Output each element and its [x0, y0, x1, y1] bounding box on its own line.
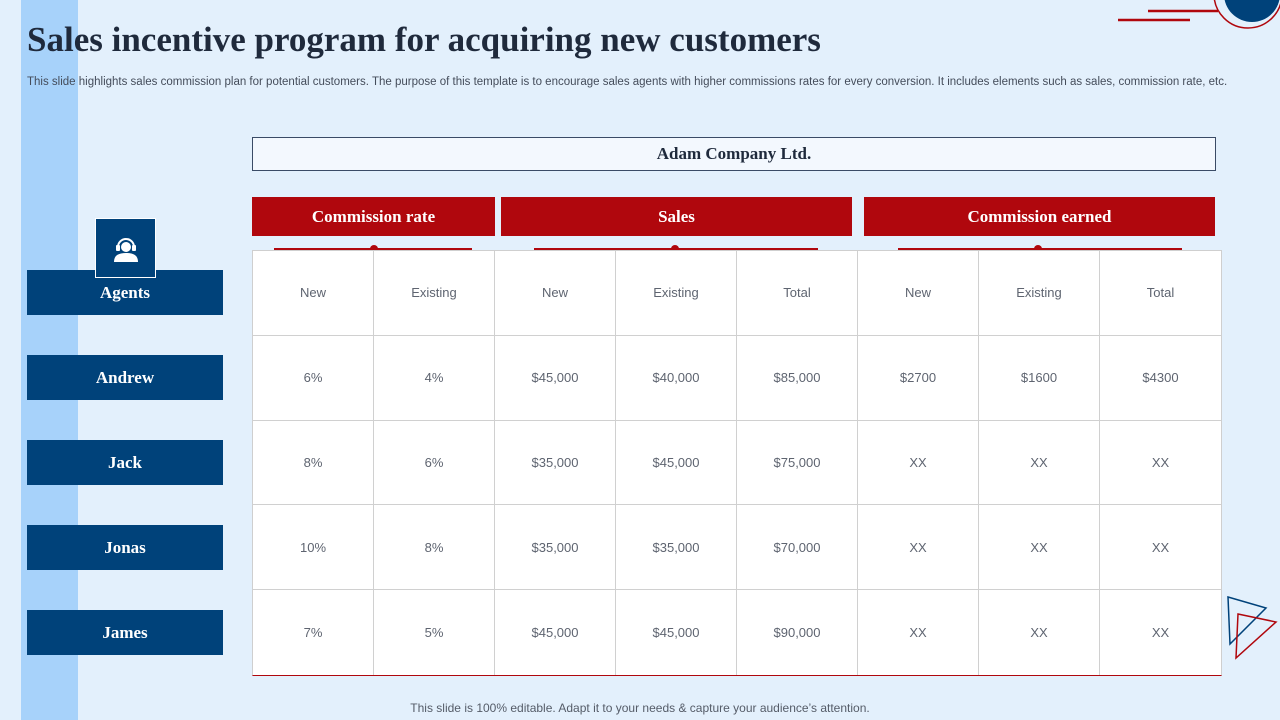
- table-cell: 4%: [374, 335, 495, 421]
- agent-name-jack: Jack: [27, 440, 223, 485]
- table-cell: $70,000: [737, 505, 858, 591]
- table-cell: 6%: [253, 335, 374, 421]
- table-cell: 8%: [253, 420, 374, 506]
- table-cell: XX: [858, 590, 979, 675]
- company-name-header: Adam Company Ltd.: [252, 137, 1216, 171]
- slide-subtitle: This slide highlights sales commission p…: [27, 76, 1228, 88]
- subheader-cell: Total: [1100, 251, 1221, 336]
- table-cell: 8%: [374, 505, 495, 591]
- subheader-cell: Existing: [979, 251, 1100, 336]
- table-cell: $75,000: [737, 420, 858, 506]
- subheader-cell: New: [253, 251, 374, 336]
- table-cell: XX: [1100, 505, 1221, 591]
- subheader-cell: Total: [737, 251, 858, 336]
- table-cell: $45,000: [495, 590, 616, 675]
- table-cell: $35,000: [495, 420, 616, 506]
- table-cell: 10%: [253, 505, 374, 591]
- agents-icon-box: [95, 218, 156, 278]
- corner-decoration-top-right: [1118, 0, 1280, 29]
- agent-name-andrew: Andrew: [27, 355, 223, 400]
- table-cell: $90,000: [737, 590, 858, 675]
- group-header-sales: Sales: [501, 197, 852, 236]
- table-cell: $45,000: [616, 420, 737, 506]
- group-header-commission-earned: Commission earned: [864, 197, 1215, 236]
- table-cell: $40,000: [616, 335, 737, 421]
- commission-table: New Existing New Existing Total New Exis…: [252, 250, 1222, 676]
- table-cell: 7%: [253, 590, 374, 675]
- subheader-cell: Existing: [374, 251, 495, 336]
- agent-name-jonas: Jonas: [27, 525, 223, 570]
- table-cell: $2700: [858, 335, 979, 421]
- table-cell: XX: [1151, 625, 1170, 641]
- subheader-cell: New: [858, 251, 979, 336]
- table-cell: 5%: [374, 590, 495, 675]
- table-cell: 6%: [374, 420, 495, 506]
- group-connector-dot: [1034, 245, 1042, 253]
- slide-title: Sales incentive program for acquiring ne…: [27, 20, 821, 59]
- headset-user-icon: [113, 238, 138, 262]
- table-cell: XX: [858, 505, 979, 591]
- table-cell: $45,000: [616, 590, 737, 675]
- subheader-cell: New: [495, 251, 616, 336]
- table-cell: XX: [979, 420, 1100, 506]
- table-cell: $35,000: [495, 505, 616, 591]
- subheader-cell: Existing: [616, 251, 737, 336]
- agent-name-james: James: [27, 610, 223, 655]
- table-cell: $45,000: [495, 335, 616, 421]
- table-cell: XX: [979, 590, 1100, 675]
- corner-decoration-bottom-right: [1227, 595, 1278, 660]
- group-connector-dot: [370, 245, 378, 253]
- table-cell: $85,000: [737, 335, 858, 421]
- table-cell: $1600: [979, 335, 1100, 421]
- footer-note: This slide is 100% editable. Adapt it to…: [410, 701, 870, 715]
- group-header-commission-rate: Commission rate: [252, 197, 495, 236]
- table-cell: XX: [858, 420, 979, 506]
- table-cell: XX: [1100, 421, 1221, 506]
- group-connector-dot: [671, 245, 679, 253]
- table-cell: $35,000: [616, 505, 737, 591]
- table-cell: $4300: [1100, 336, 1221, 421]
- table-cell: XX: [979, 505, 1100, 591]
